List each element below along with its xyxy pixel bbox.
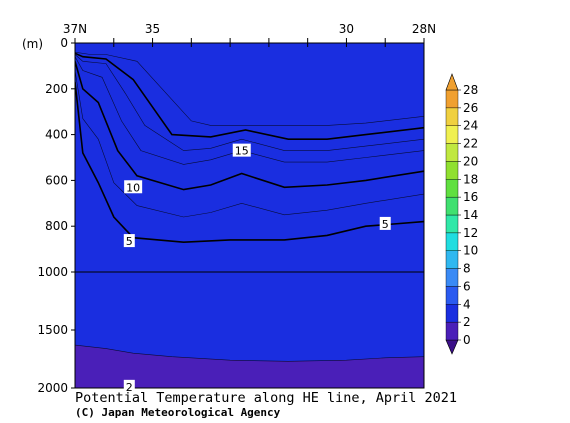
colorbar-label: 8 (463, 262, 471, 276)
depth-label: 600 (45, 173, 68, 187)
contour-label: 10 (126, 181, 140, 194)
colorbar-swatch (445, 107, 459, 126)
temperature-bands (75, 43, 424, 388)
y-unit-label: (m) (22, 37, 43, 51)
colorbar-swatch (445, 125, 459, 144)
lat-label: 28N (412, 22, 436, 36)
band-6c (75, 43, 424, 243)
colorbar-swatch (445, 143, 459, 162)
lat-label: 35 (145, 22, 160, 36)
chart-credit: (C) Japan Meteorological Agency (75, 406, 281, 419)
colorbar-swatch (445, 196, 459, 216)
contour-label: 5 (382, 218, 389, 231)
depth-label: 1000 (37, 265, 68, 279)
colorbar-label: 16 (463, 190, 478, 204)
colorbar-label: 20 (463, 154, 478, 168)
depth-label: 200 (45, 82, 68, 96)
colorbar-label: 26 (463, 101, 478, 115)
colorbar-swatch (445, 89, 459, 109)
colorbar-swatch (445, 161, 459, 180)
depth-ticks: 0 200 400 600 800 1000 1500 2000 (37, 36, 75, 395)
contour-label: 5 (126, 235, 133, 248)
contour-8 (75, 70, 424, 218)
contour-12 (75, 56, 424, 165)
chart-title: Potential Temperature along HE line, Apr… (75, 390, 458, 406)
colorbar-label: 18 (463, 172, 478, 186)
contour-16 (75, 52, 424, 140)
contour-14 (75, 54, 424, 151)
contour-label-bg (123, 234, 135, 248)
contour-lines (75, 51, 424, 362)
depth-label: 400 (45, 128, 68, 142)
colorbar-label: 22 (463, 137, 478, 151)
depth-label: 2000 (37, 381, 68, 395)
lat-label: 37N (63, 22, 87, 36)
contour-label-bg (232, 143, 251, 157)
colorbar-swatch (445, 286, 459, 305)
colorbar-swatch (445, 250, 459, 269)
contour-4 (75, 344, 424, 362)
depth-label: 800 (45, 219, 68, 233)
colorbar-label: 10 (463, 244, 478, 258)
contour-label-bg (379, 216, 391, 230)
colorbar-swatch (445, 321, 459, 341)
lat-label: 30 (339, 22, 354, 36)
latitude-ticks: 37N 35 30 28N (63, 22, 436, 47)
contour-labels: 15 10 5 5 2 (123, 143, 391, 394)
colorbar-label: 4 (463, 297, 471, 311)
colorbar-swatch (445, 268, 459, 287)
band-deep (75, 345, 424, 388)
depth-label: 1500 (37, 323, 68, 337)
contour-label: 2 (126, 381, 133, 394)
colorbar-swatch (445, 304, 459, 323)
contour-6 (75, 81, 424, 244)
contour-label-bg (123, 379, 135, 393)
colorbar-swatch (445, 214, 459, 234)
contour-label-bg (124, 180, 143, 194)
contour-10 (75, 61, 424, 191)
colorbar-label: 12 (463, 226, 478, 240)
colorbar-swatch (445, 232, 459, 251)
colorbar-label: 0 (463, 333, 471, 347)
plot-frame (74, 42, 425, 389)
contour-18 (75, 51, 424, 126)
depth-label: 0 (60, 36, 68, 50)
colorbar-label: 24 (463, 119, 478, 133)
colorbar-label: 6 (463, 279, 471, 293)
frame-rect (74, 42, 425, 389)
colorbar-label: 14 (463, 208, 478, 222)
contour-label: 15 (235, 145, 249, 158)
colorbar-label: 2 (463, 315, 471, 329)
colorbar-label: 28 (463, 83, 478, 97)
colorbar-min-arrow (445, 339, 459, 355)
colorbar-swatch (445, 179, 459, 198)
colorbar-max-arrow (445, 73, 459, 91)
